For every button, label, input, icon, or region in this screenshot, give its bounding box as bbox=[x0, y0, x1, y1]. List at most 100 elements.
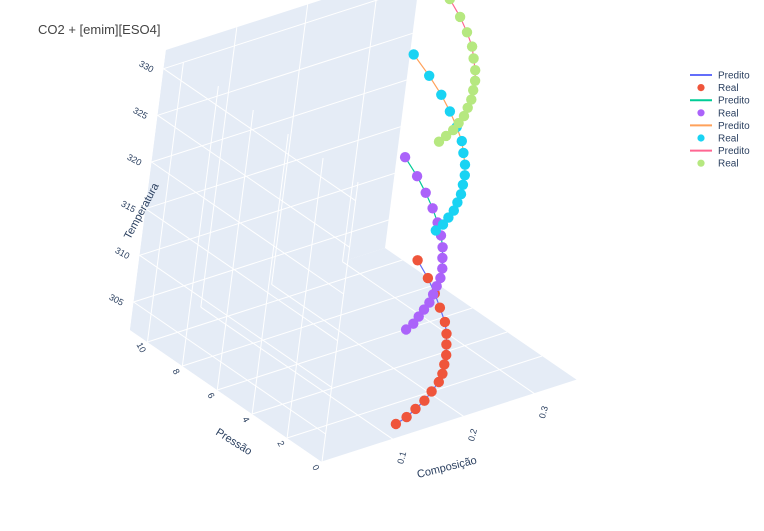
real-point bbox=[437, 368, 448, 379]
real-point bbox=[456, 135, 467, 147]
gridline bbox=[342, 0, 377, 262]
legend-item[interactable]: Real bbox=[697, 83, 739, 94]
real-point bbox=[458, 147, 469, 159]
real-point bbox=[441, 339, 452, 350]
real-point bbox=[413, 311, 424, 322]
legend-item[interactable]: Real bbox=[697, 134, 739, 145]
legend-label: Predito bbox=[718, 146, 750, 157]
legend-marker-swatch bbox=[697, 159, 705, 167]
gridline bbox=[321, 181, 359, 463]
legend-item[interactable]: Predito bbox=[690, 121, 750, 132]
real-point bbox=[468, 53, 479, 64]
legend-item[interactable]: Real bbox=[697, 108, 739, 119]
real-point bbox=[408, 49, 419, 60]
real-point bbox=[400, 324, 412, 335]
real-point bbox=[422, 272, 434, 284]
real-point bbox=[443, 212, 454, 223]
y-tick-label: 0 bbox=[310, 463, 321, 472]
real-point bbox=[401, 411, 412, 423]
z-tick-label: 305 bbox=[107, 292, 125, 308]
x-axis-label: Composição bbox=[416, 454, 478, 480]
legend-label: Real bbox=[718, 108, 739, 119]
legend-marker-swatch bbox=[697, 134, 705, 142]
gridline bbox=[151, 161, 344, 295]
real-point bbox=[433, 136, 445, 147]
gridline bbox=[147, 259, 403, 343]
real-points bbox=[390, 0, 481, 430]
real-point bbox=[440, 130, 452, 142]
legend-label: Predito bbox=[718, 96, 750, 107]
gridline bbox=[145, 208, 338, 342]
legend-label: Predito bbox=[718, 71, 750, 82]
gridline bbox=[271, 4, 309, 285]
real-point bbox=[453, 117, 464, 129]
legend-marker-swatch bbox=[697, 109, 705, 117]
gridline bbox=[200, 27, 238, 308]
gridline bbox=[151, 79, 407, 163]
real-point bbox=[419, 395, 430, 406]
y-tick-label: 2 bbox=[275, 439, 286, 448]
real-point bbox=[469, 75, 481, 87]
legend-item[interactable]: Predito bbox=[690, 96, 750, 107]
gridline bbox=[157, 32, 413, 116]
gridlines bbox=[133, 0, 578, 463]
real-point bbox=[408, 318, 419, 329]
real-point bbox=[399, 152, 411, 163]
real-point bbox=[461, 27, 473, 38]
x-tick-label: 0.1 bbox=[395, 450, 408, 465]
gridline bbox=[145, 126, 401, 210]
real-point bbox=[427, 289, 439, 300]
gridline bbox=[251, 133, 289, 415]
real-point bbox=[435, 272, 446, 284]
y-tick-label: 4 bbox=[240, 415, 251, 424]
real-point bbox=[437, 263, 448, 274]
real-point bbox=[459, 170, 470, 181]
real-point bbox=[437, 242, 448, 253]
real-point bbox=[470, 65, 481, 76]
real-point bbox=[458, 110, 470, 122]
real-point bbox=[459, 159, 471, 170]
real-point bbox=[426, 386, 437, 397]
real-point bbox=[466, 41, 478, 52]
real-point bbox=[441, 349, 452, 361]
real-point bbox=[427, 203, 438, 214]
legend-label: Predito bbox=[718, 121, 750, 132]
real-point bbox=[466, 94, 477, 105]
real-point bbox=[454, 11, 466, 23]
gridline bbox=[217, 307, 473, 391]
real-point bbox=[420, 187, 431, 198]
gridline bbox=[133, 219, 389, 303]
z-tick-label: 320 bbox=[125, 152, 143, 168]
real-point bbox=[437, 252, 448, 264]
chart-title: CO2 + [emim][ESO4] bbox=[38, 22, 160, 37]
real-point bbox=[430, 225, 441, 236]
y-tick-label: 10 bbox=[134, 341, 148, 355]
side-plane bbox=[130, 50, 358, 462]
real-point bbox=[468, 85, 479, 96]
real-point bbox=[457, 179, 469, 190]
gridline bbox=[163, 68, 356, 202]
real-point bbox=[448, 205, 459, 216]
gridline bbox=[286, 355, 543, 439]
real-point bbox=[444, 106, 456, 117]
legend-item[interactable]: Predito bbox=[690, 71, 750, 82]
legend-item[interactable]: Predito bbox=[690, 146, 750, 157]
real-point bbox=[411, 171, 423, 182]
real-point bbox=[452, 197, 463, 208]
y-tick-label: 8 bbox=[171, 367, 182, 376]
legend-item[interactable]: Real bbox=[697, 159, 739, 170]
legend-marker-swatch bbox=[697, 84, 705, 92]
real-point bbox=[390, 418, 402, 430]
gridline bbox=[182, 283, 438, 367]
legend-label: Real bbox=[718, 159, 739, 170]
real-point bbox=[437, 219, 449, 230]
real-point bbox=[424, 70, 435, 82]
gridline bbox=[252, 331, 508, 415]
legend[interactable]: PreditoRealPreditoRealPreditoRealPredito… bbox=[690, 71, 750, 170]
gridline bbox=[216, 109, 254, 391]
gridline bbox=[139, 172, 395, 256]
real-point bbox=[433, 376, 444, 388]
legend-label: Real bbox=[718, 83, 739, 94]
real-point bbox=[431, 281, 442, 292]
